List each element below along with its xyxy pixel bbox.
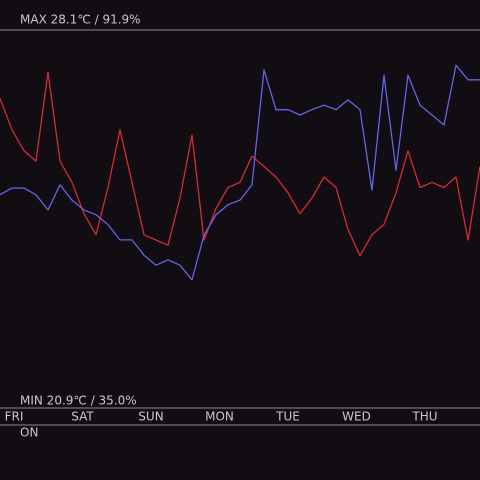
max-label: MAX 28.1℃ / 91.9% [20,13,141,27]
status-label: ON [20,426,38,440]
day-label: WED [342,410,371,424]
series-line [0,71,480,257]
day-label: TUE [275,410,300,424]
day-label: SUN [138,410,163,424]
day-label: MON [205,410,234,424]
day-label: FRI [5,410,24,424]
min-label: MIN 20.9℃ / 35.0% [20,394,137,408]
day-label: THU [411,410,437,424]
day-label: SAT [71,410,94,424]
series-line [0,64,480,281]
